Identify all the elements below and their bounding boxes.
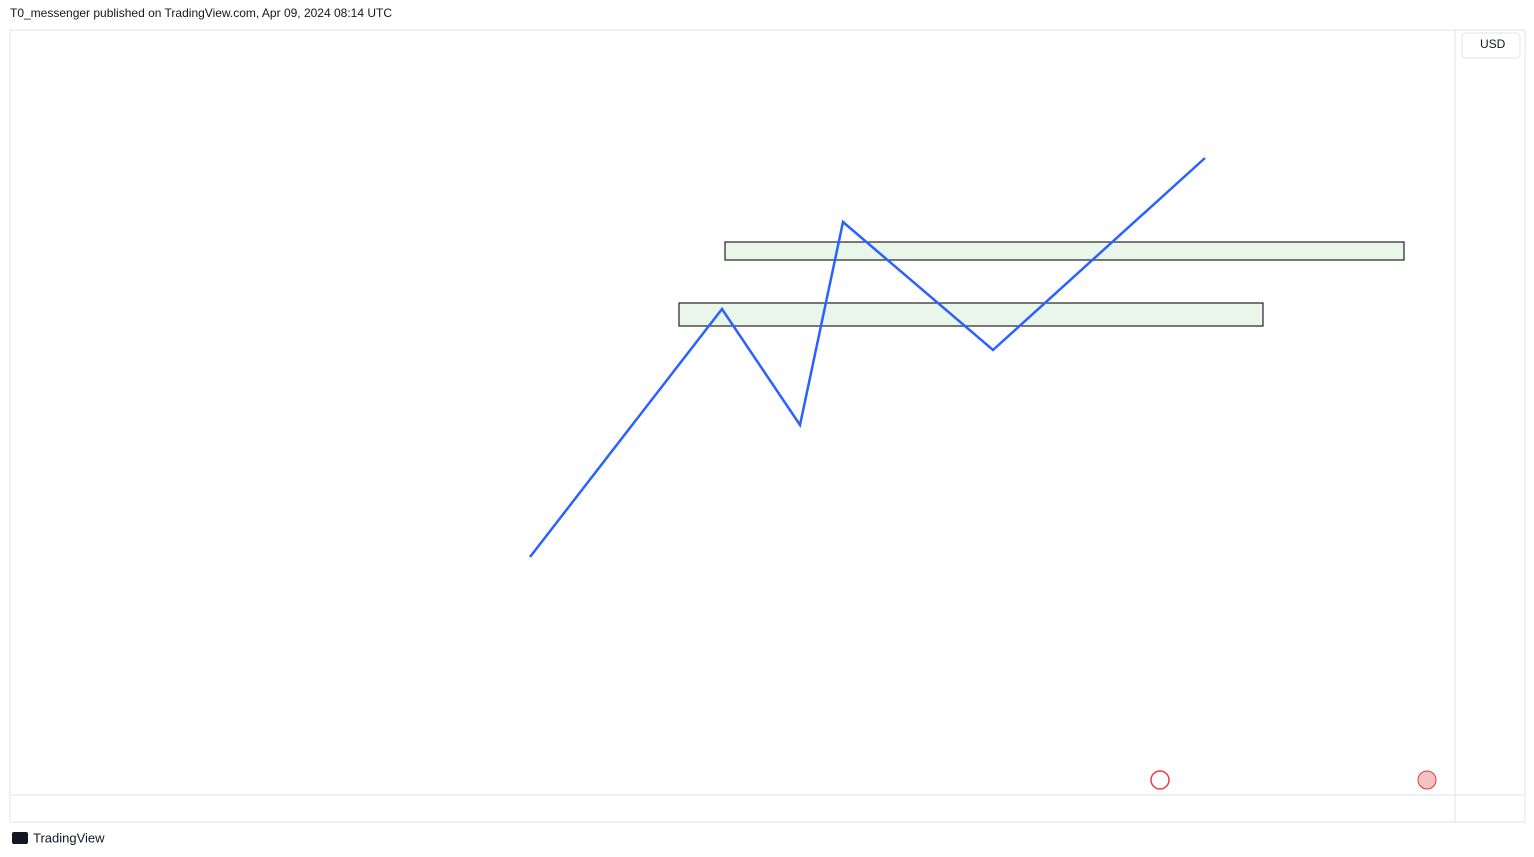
drawings bbox=[678, 241, 1405, 327]
currency: USD bbox=[1480, 37, 1506, 51]
publisher: T0_messenger published on TradingView.co… bbox=[10, 6, 392, 20]
zone bbox=[724, 241, 1405, 261]
icon bbox=[1417, 770, 1437, 790]
icon bbox=[1150, 770, 1170, 790]
zone bbox=[678, 302, 1264, 327]
brand: TradingView bbox=[33, 830, 105, 845]
currency-button[interactable] bbox=[1461, 32, 1521, 59]
logo bbox=[12, 832, 28, 844]
frame bbox=[9, 29, 1526, 823]
zigzag bbox=[529, 157, 1206, 558]
